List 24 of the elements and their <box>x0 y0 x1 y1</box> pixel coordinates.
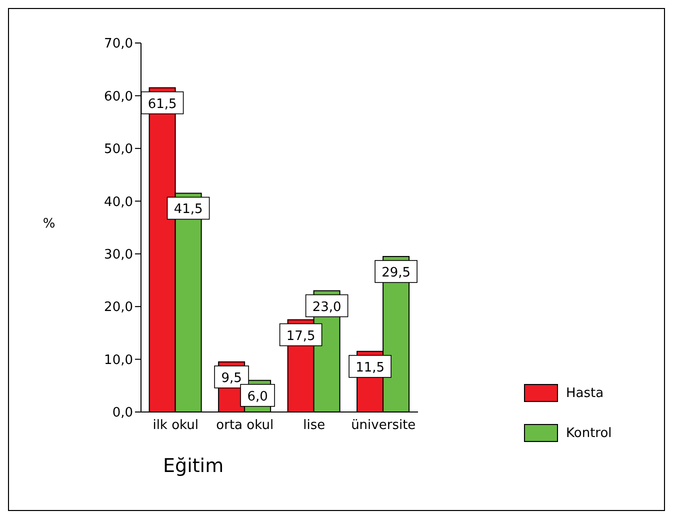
x-axis-title: Eğitim <box>163 455 224 477</box>
x-tick-label: orta okul <box>216 418 274 434</box>
legend-label: Hasta <box>566 386 604 400</box>
x-tick-label: ilk okul <box>152 418 199 434</box>
y-tick-label: 20,0 <box>104 300 133 316</box>
y-tick-label: 60,0 <box>104 89 133 104</box>
y-tick-label: 40,0 <box>104 194 133 210</box>
data-label: 29,5 <box>382 265 411 280</box>
data-label: 23,0 <box>312 300 342 315</box>
x-tick-label: lise <box>303 418 326 434</box>
data-label: 6,0 <box>247 389 268 404</box>
y-tick-label: 50,0 <box>104 142 133 158</box>
y-tick-label: 30,0 <box>104 247 133 262</box>
data-label: 41,5 <box>174 202 203 218</box>
data-label: 9,5 <box>221 370 242 386</box>
data-label: 17,5 <box>286 328 316 344</box>
x-tick-label: üniversite <box>351 418 416 434</box>
legend-label: Kontrol <box>566 426 612 440</box>
y-axis-title: % <box>42 216 56 232</box>
y-tick-label: 70,0 <box>104 36 133 52</box>
y-tick-label: 10,0 <box>104 352 133 368</box>
y-tick-label: 0,0 <box>112 406 133 421</box>
data-label: 11,5 <box>356 360 385 376</box>
data-label: 61,5 <box>148 96 177 112</box>
